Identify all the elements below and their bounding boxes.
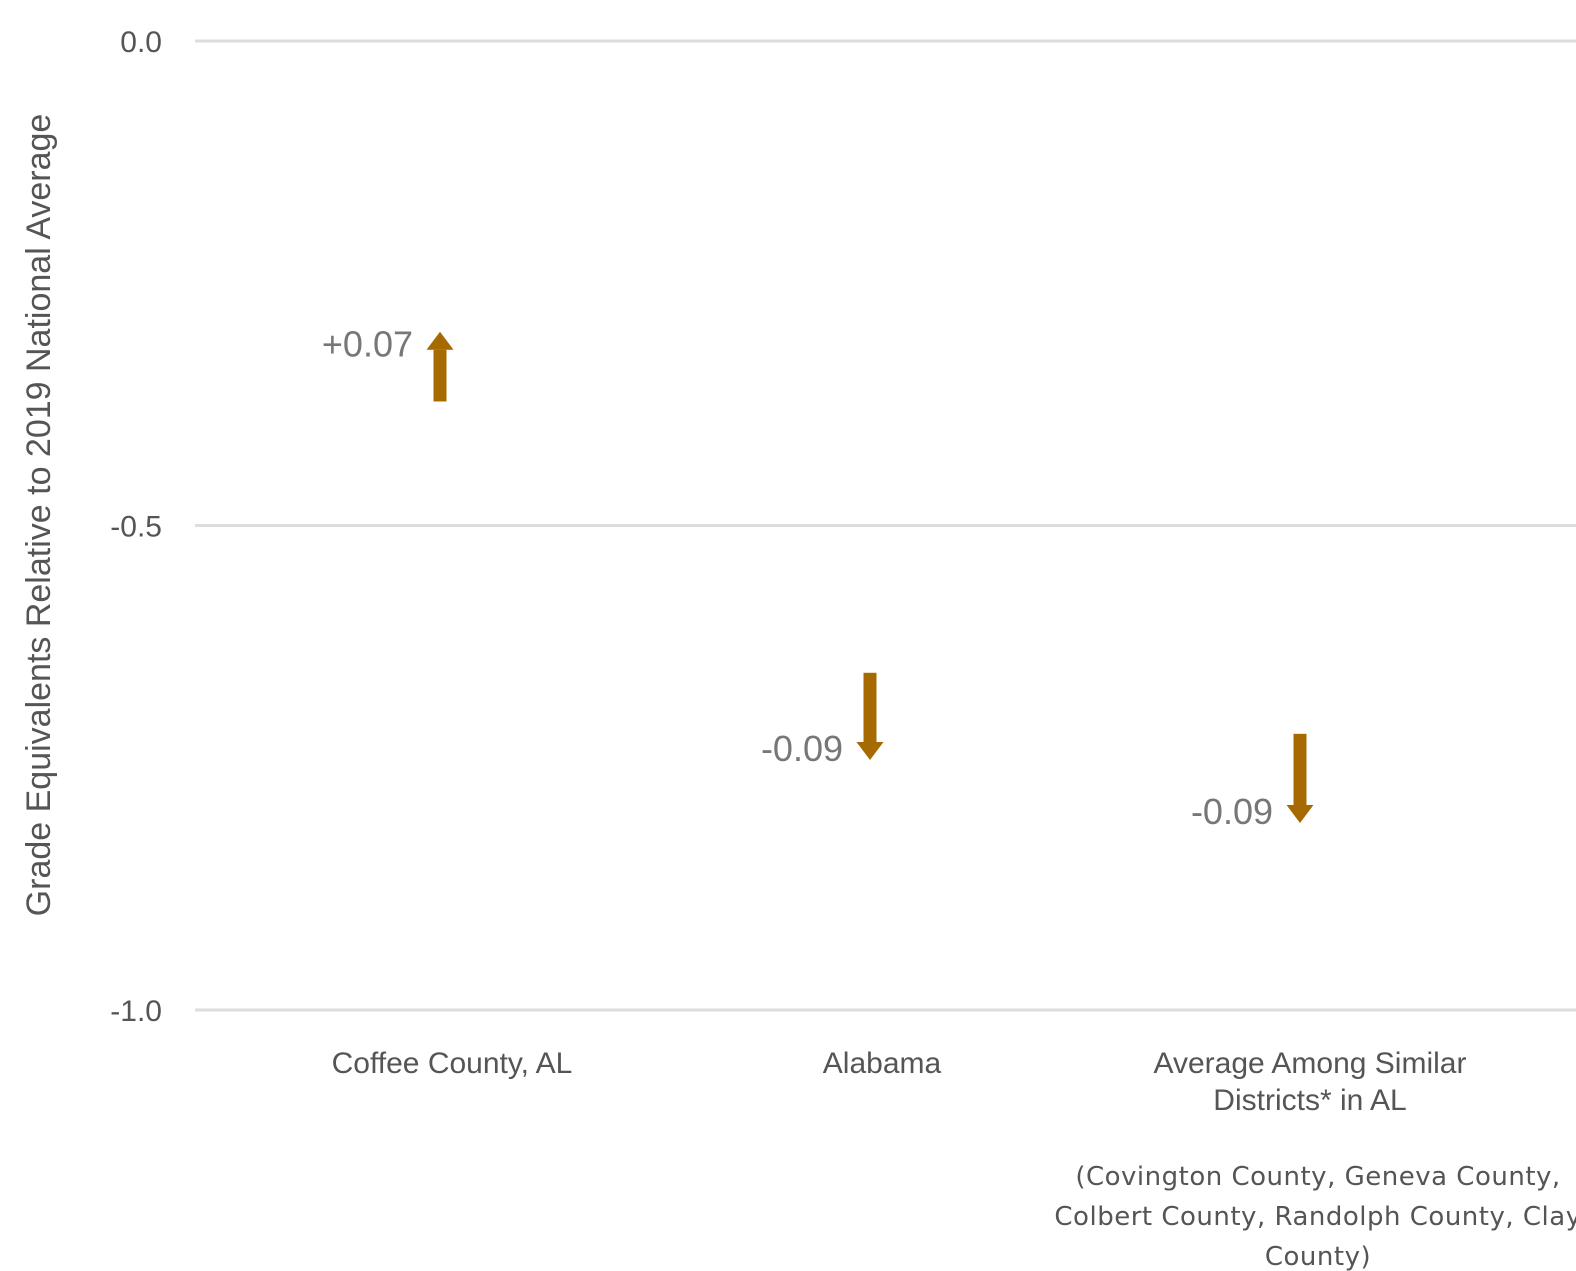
- category-note: County): [1265, 1242, 1371, 1271]
- category-label: Alabama: [823, 1047, 942, 1080]
- change-arrow: -0.09: [1191, 733, 1314, 832]
- change-arrow: -0.09: [761, 672, 884, 769]
- arrow-up-head: [426, 331, 454, 350]
- change-label: -0.09: [761, 728, 843, 769]
- category-note: (Covington County, Geneva County,: [1075, 1162, 1560, 1192]
- change-label: +0.07: [322, 324, 413, 365]
- y-tick-label: -0.5: [110, 511, 162, 544]
- y-axis-label: Grade Equivalents Relative to 2019 Natio…: [20, 114, 58, 917]
- arrow-down-head: [1286, 804, 1314, 823]
- change-label: -0.09: [1191, 791, 1273, 832]
- category-note: Colbert County, Randolph County, Clay: [1054, 1202, 1576, 1232]
- y-tick-label: -1.0: [110, 995, 162, 1028]
- arrow-shaft: [433, 349, 447, 402]
- arrow-shaft: [1293, 733, 1307, 805]
- category-label: Average Among Similar: [1154, 1047, 1467, 1080]
- gridlines: [195, 39, 1576, 1012]
- y-tick-label: 0.0: [120, 26, 162, 59]
- arrow-down-head: [856, 741, 884, 760]
- x-axis-categories: Coffee County, AL Alabama Average Among Si…: [332, 1047, 1576, 1271]
- category-label: Coffee County, AL: [332, 1047, 573, 1080]
- arrow-shaft: [863, 672, 877, 742]
- y-axis-ticks: 0.0 -0.5 -1.0: [110, 26, 162, 1028]
- change-arrow: +0.07: [322, 324, 454, 402]
- category-label: Districts* in AL: [1213, 1084, 1406, 1117]
- arrows: +0.07 -0.09 -0.09: [322, 324, 1314, 832]
